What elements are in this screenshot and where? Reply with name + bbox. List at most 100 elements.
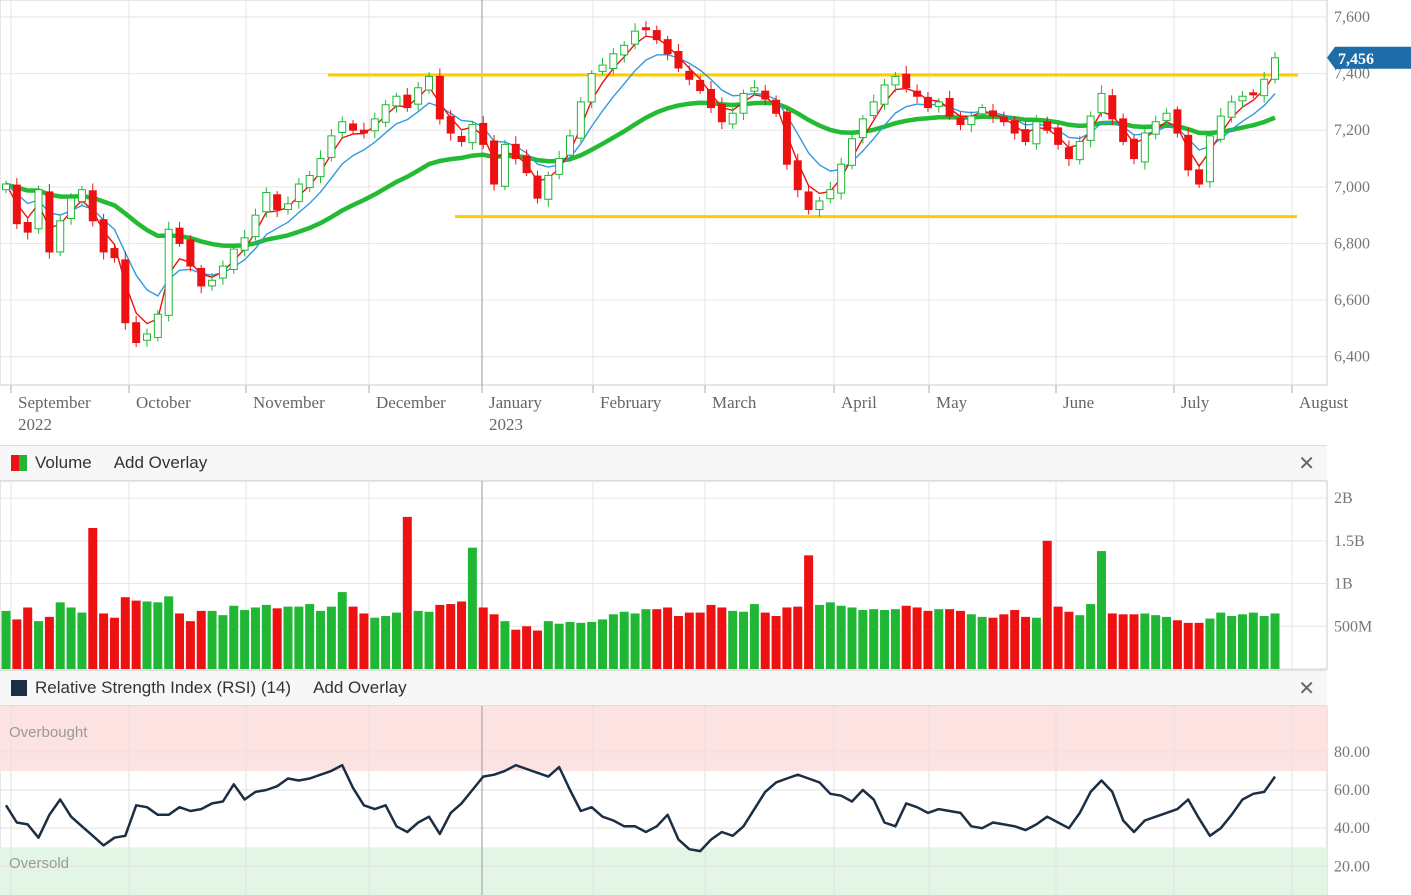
volume-bar — [294, 606, 304, 669]
candle-body — [1119, 118, 1128, 143]
volume-panel-header: Volume Add Overlay ✕ — [0, 445, 1327, 481]
candle-body — [511, 143, 520, 160]
volume-bar — [120, 597, 130, 669]
overbought-label: Overbought — [9, 724, 88, 741]
volume-bar — [652, 609, 662, 669]
candle-body — [153, 313, 162, 338]
month-label: August — [1299, 393, 1348, 412]
rsi-close-icon[interactable]: ✕ — [1298, 678, 1315, 700]
rsi-panel-header: Relative Strength Index (RSI) (14) Add O… — [0, 670, 1327, 706]
candle-body — [999, 116, 1008, 123]
candle-body — [891, 75, 900, 86]
volume-bar — [391, 612, 401, 669]
candle-body — [403, 94, 412, 109]
candle-body — [728, 112, 737, 125]
volume-bar — [1237, 614, 1247, 669]
volume-tick-label: 2B — [1334, 490, 1353, 507]
candle-body — [316, 158, 325, 178]
volume-bar — [381, 616, 391, 669]
candle-body — [479, 122, 488, 145]
candle-body — [967, 115, 976, 126]
last-price-tag: 7,456 — [1327, 46, 1411, 69]
month-label: October — [136, 393, 191, 412]
volume-bar — [207, 610, 217, 669]
volume-bar — [153, 602, 163, 669]
volume-bar — [1151, 615, 1161, 669]
rsi-panel-label: Relative Strength Index (RSI) (14) — [35, 678, 292, 697]
candle-body — [772, 99, 781, 114]
volume-bar — [359, 613, 369, 669]
volume-bar — [370, 617, 380, 669]
candle-body — [652, 30, 661, 41]
volume-bar — [12, 619, 22, 669]
volume-bar — [1010, 610, 1020, 669]
volume-bar — [131, 600, 141, 669]
support-resistance-lines — [328, 73, 1298, 219]
candle-body — [761, 90, 770, 100]
candle-body — [1249, 92, 1258, 96]
volume-bar — [1248, 612, 1258, 669]
volume-bar — [988, 617, 998, 669]
candle-body — [175, 227, 184, 244]
volume-bar — [836, 605, 846, 669]
volume-bar — [1227, 616, 1237, 669]
candle-body — [500, 143, 509, 187]
price-grid — [0, 0, 1328, 386]
candle-body — [327, 135, 336, 158]
candle-body — [392, 95, 401, 107]
volume-bar — [598, 619, 608, 669]
price-y-axis: 6,400 6,600 6,800 7,000 7,200 7,400 7,600 — [1334, 9, 1370, 366]
volume-bar — [435, 604, 445, 669]
candle-body — [815, 200, 824, 210]
price-tick-label: 7,400 — [1334, 66, 1370, 83]
month-label: September — [18, 393, 91, 412]
candle-body — [826, 189, 835, 200]
candle-body — [674, 51, 683, 69]
year-label: 2023 — [489, 415, 523, 434]
volume-bar — [1031, 617, 1041, 669]
oversold-zone — [0, 847, 1327, 895]
volume-bar — [576, 622, 586, 669]
rsi-icon — [11, 680, 27, 696]
candle-body — [837, 163, 846, 194]
volume-bar — [99, 613, 109, 669]
candle-body — [294, 183, 303, 203]
candle-body — [359, 129, 368, 134]
volume-bar — [196, 610, 206, 669]
volume-bar — [337, 592, 347, 669]
volume-bar — [565, 622, 575, 669]
volume-add-overlay-button[interactable]: Add Overlay — [113, 453, 208, 472]
candle-body — [1075, 141, 1084, 161]
volume-bar — [413, 610, 423, 669]
moving-averages — [5, 35, 1276, 325]
slow-moving-average-line — [5, 100, 1276, 249]
volume-bar — [999, 614, 1009, 669]
volume-bar — [457, 601, 467, 669]
candle-body — [435, 75, 444, 120]
volume-y-axis: 500M 1B 1.5B 2B — [1334, 490, 1372, 635]
candle-body — [707, 88, 715, 109]
rsi-add-overlay-button[interactable]: Add Overlay — [313, 678, 407, 697]
candle-body — [598, 64, 607, 72]
volume-bar — [728, 610, 738, 669]
volume-bar — [88, 528, 98, 669]
volume-bar — [663, 607, 673, 669]
month-label: July — [1181, 393, 1210, 412]
volume-bar — [316, 610, 326, 669]
volume-bar — [706, 604, 716, 669]
volume-bar — [446, 604, 456, 669]
volume-bar — [1053, 606, 1063, 669]
volume-bar — [164, 596, 174, 669]
volume-close-icon[interactable]: ✕ — [1298, 453, 1315, 475]
rsi-tick-label: 80.00 — [1334, 744, 1370, 761]
candle-body — [305, 175, 314, 188]
volume-bar — [326, 606, 336, 669]
volume-bar — [142, 601, 152, 669]
candle-body — [56, 220, 65, 253]
candle-body — [750, 87, 759, 92]
volume-bar — [1064, 611, 1074, 669]
candle-body — [869, 101, 878, 117]
candle-body — [1260, 78, 1269, 97]
candle-body — [782, 111, 791, 165]
candle-body — [1086, 115, 1095, 141]
